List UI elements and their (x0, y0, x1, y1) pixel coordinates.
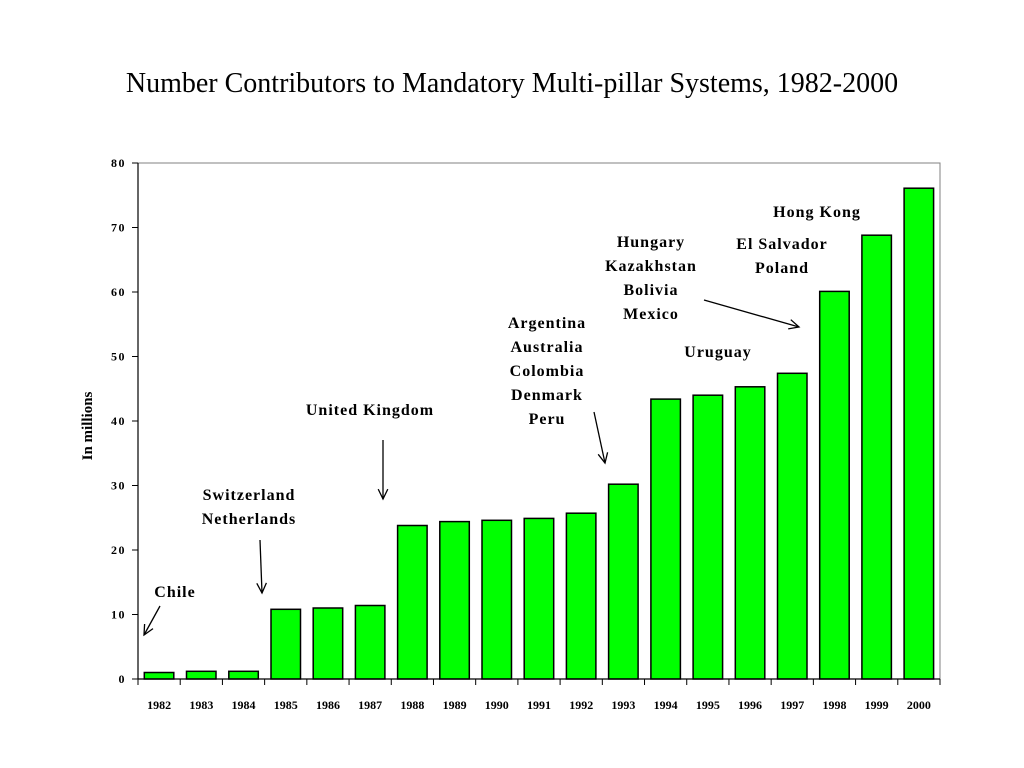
x-tick-label-1986: 1986 (316, 698, 340, 712)
x-tick-label-1992: 1992 (569, 698, 593, 712)
bar-1982 (143, 671, 175, 680)
x-tick-label-1982: 1982 (147, 698, 171, 712)
bar-2000 (903, 187, 935, 680)
annotation-line: Bolivia (623, 282, 678, 299)
annotation-line: Colombia (510, 363, 585, 380)
annotation-1: Switzerland Netherlands (202, 487, 297, 528)
annotation-line: Hungary (617, 234, 685, 251)
annotation-arrowhead-3 (597, 452, 609, 465)
annotation-4: Hungary Kazakhstan Bolivia Mexico (605, 234, 697, 323)
x-tick-label-1988: 1988 (400, 698, 424, 712)
annotation-line: United Kingdom (306, 402, 434, 419)
annotation-arrowhead-4 (788, 319, 801, 330)
annotation-line: Peru (529, 411, 566, 428)
y-tick-label-70: 70 (111, 221, 126, 235)
axes-group: 0 10 20 30 40 50 60 70 80 1982 1983 1984 1985 1986 198… (111, 156, 941, 712)
bar-1999 (861, 234, 893, 680)
bar-1997 (776, 372, 808, 680)
chart-title: Number Contributors to Mandatory Multi-p… (125, 68, 899, 99)
x-tick-label-1998: 1998 (822, 698, 846, 712)
x-tick-label-1987: 1987 (358, 698, 382, 712)
annotation-line: Uruguay (684, 344, 751, 361)
annotation-line: Switzerland (203, 487, 296, 504)
annotation-arrow-3 (593, 411, 606, 464)
bar-1987 (354, 604, 386, 680)
x-tick-label-1995: 1995 (696, 698, 720, 712)
bar-1985 (270, 608, 302, 680)
bar-1991 (523, 517, 555, 680)
bars-group (143, 187, 935, 680)
annotation-5: Uruguay (684, 344, 751, 361)
y-tick-label-30: 30 (111, 479, 126, 493)
y-tick-label-10: 10 (111, 608, 126, 622)
bar-1992 (565, 512, 597, 680)
x-tick-label-1983: 1983 (189, 698, 213, 712)
annotation-7: Hong Kong (773, 204, 861, 221)
bar-1986 (312, 607, 344, 680)
bar-1993 (607, 483, 639, 680)
annotation-3: Argentina Australia Colombia Denmark Peru (508, 315, 586, 428)
bar-1996 (734, 386, 766, 680)
annotation-0: Chile (154, 584, 195, 601)
annotation-line: Australia (511, 339, 584, 356)
y-tick-label-0: 0 (119, 672, 127, 686)
annotation-arrowhead-1 (256, 582, 267, 595)
bar-1998 (818, 290, 850, 680)
annotation-arrowhead-0 (143, 623, 154, 637)
annotation-line: Poland (755, 260, 809, 277)
x-tick-label-1996: 1996 (738, 698, 762, 712)
annotation-6: El Salvador Poland (736, 236, 827, 277)
annotation-arrow-1 (259, 539, 263, 594)
x-tick-label-1994: 1994 (654, 698, 678, 712)
y-tick-label-60: 60 (111, 285, 126, 299)
annotation-2: United Kingdom (306, 402, 434, 419)
annotation-line: Denmark (511, 387, 583, 404)
bar-1983 (185, 670, 217, 680)
bar-1984 (228, 670, 260, 680)
bar-1989 (439, 520, 471, 680)
x-tick-label-1985: 1985 (274, 698, 298, 712)
y-axis-label: In millions (80, 391, 96, 460)
bar-1990 (481, 519, 513, 680)
annotations-group: Chile Switzerland Netherlands United Kingdo… (143, 204, 861, 637)
y-tick-label-20: 20 (111, 543, 126, 557)
bar-1995 (692, 394, 724, 680)
annotation-line: El Salvador (736, 236, 827, 253)
annotation-line: Netherlands (202, 511, 297, 528)
annotation-line: Kazakhstan (605, 258, 697, 275)
x-tick-label-1989: 1989 (443, 698, 467, 712)
y-tick-label-50: 50 (111, 350, 126, 364)
bar-1988 (396, 524, 428, 680)
x-tick-label-1984: 1984 (232, 698, 256, 712)
y-tick-label-40: 40 (111, 414, 126, 428)
annotation-arrowhead-2 (377, 488, 389, 501)
annotation-line: Argentina (508, 315, 586, 332)
x-tick-label-1997: 1997 (780, 698, 804, 712)
annotation-line: Hong Kong (773, 204, 861, 221)
annotation-arrow-4 (703, 299, 800, 328)
x-tick-label-1990: 1990 (485, 698, 509, 712)
y-tick-label-80: 80 (111, 156, 126, 170)
bar-1994 (650, 398, 682, 680)
x-tick-label-2000: 2000 (907, 698, 931, 712)
x-tick-label-1999: 1999 (865, 698, 889, 712)
annotation-line: Mexico (623, 306, 679, 323)
x-tick-label-1991: 1991 (527, 698, 551, 712)
annotation-line: Chile (154, 584, 195, 601)
annotation-arrow-0 (143, 605, 161, 636)
x-tick-label-1993: 1993 (611, 698, 635, 712)
